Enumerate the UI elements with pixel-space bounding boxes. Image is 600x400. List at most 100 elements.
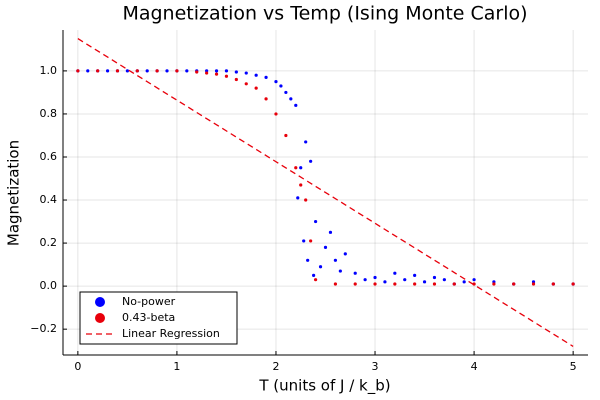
x-tick-label: 5 [570, 360, 577, 373]
chart-title: Magnetization vs Temp (Ising Monte Carlo… [122, 3, 527, 25]
data-point [254, 73, 258, 77]
data-point [234, 77, 238, 82]
data-point [323, 245, 328, 249]
data-point [185, 69, 189, 73]
data-point [284, 90, 288, 95]
data-point [551, 282, 555, 286]
data-point [393, 282, 397, 286]
y-tick-label: 1.0 [40, 64, 58, 77]
data-point [264, 75, 268, 79]
data-point [306, 258, 310, 262]
data-point [373, 275, 377, 280]
data-point [313, 278, 318, 282]
x-tick-label: 3 [372, 360, 379, 373]
data-point [274, 80, 278, 84]
legend-label: No-power [122, 295, 176, 308]
data-point [442, 278, 446, 282]
x-axis-label: T (units of J / k_b) [258, 377, 390, 396]
data-point [328, 230, 333, 234]
data-point [318, 265, 323, 269]
data-point [294, 103, 298, 107]
data-point [155, 69, 159, 73]
data-point [195, 70, 199, 74]
data-point [224, 74, 229, 78]
data-point [393, 271, 397, 275]
data-point [343, 252, 347, 256]
data-point [234, 70, 238, 74]
data-point [383, 280, 387, 284]
data-point [294, 166, 298, 170]
data-point [289, 97, 293, 101]
y-axis-label: Magnetization [5, 140, 23, 246]
y-tick-label: 0.8 [40, 107, 58, 120]
data-point [403, 278, 407, 282]
data-point [145, 69, 149, 73]
data-point [254, 86, 258, 90]
data-point [284, 133, 288, 138]
data-point [244, 71, 248, 75]
data-point [214, 69, 219, 73]
data-point [165, 69, 169, 73]
data-point [214, 72, 219, 76]
data-point [492, 282, 496, 286]
x-tick-label: 2 [272, 360, 279, 373]
data-point [264, 97, 268, 101]
data-point [135, 69, 139, 73]
data-point [224, 69, 229, 73]
data-point [205, 71, 209, 75]
data-point [432, 282, 437, 286]
data-point [422, 280, 427, 284]
data-point [309, 239, 313, 243]
data-point [296, 196, 300, 200]
data-point [76, 69, 80, 73]
y-tick-label: −0.2 [30, 322, 57, 335]
x-tick-label: 4 [471, 360, 478, 373]
data-point [432, 275, 437, 280]
data-point [413, 282, 417, 286]
legend-box [79, 291, 238, 345]
data-point [353, 282, 357, 286]
data-point [105, 69, 110, 73]
data-point [333, 258, 338, 262]
y-tick-label: 0.4 [40, 193, 58, 206]
y-tick-label: 0.6 [40, 150, 58, 163]
regression-line [77, 38, 574, 347]
data-point [462, 280, 466, 284]
data-point [512, 282, 516, 286]
data-point [299, 166, 303, 170]
data-point [279, 84, 283, 88]
y-tick-label: 0.2 [40, 236, 58, 249]
data-point [125, 69, 129, 73]
legend-label: 0.43-beta [122, 311, 175, 324]
data-point [472, 278, 476, 282]
data-point [304, 198, 308, 202]
data-point [244, 82, 248, 86]
data-point [274, 112, 278, 116]
data-point [333, 282, 338, 286]
data-point [304, 140, 308, 144]
data-point [96, 69, 100, 73]
legend-marker [95, 297, 105, 307]
y-tick-label: 0.0 [40, 279, 58, 292]
data-point [86, 69, 90, 73]
data-point [312, 273, 316, 277]
data-point [413, 273, 417, 277]
data-point [338, 269, 342, 273]
data-point [115, 69, 120, 73]
data-point [531, 282, 536, 286]
data-point [175, 69, 179, 73]
data-point [363, 278, 367, 282]
data-point [309, 159, 313, 163]
legend-label: Linear Regression [122, 327, 220, 340]
data-point [313, 219, 318, 224]
x-tick-label: 1 [173, 360, 180, 373]
data-point [452, 282, 456, 286]
data-point [299, 183, 303, 187]
legend-marker [95, 313, 105, 323]
data-point [302, 239, 306, 243]
data-point [353, 271, 357, 275]
data-point [373, 282, 377, 286]
data-point [571, 282, 575, 286]
x-tick-label: 0 [74, 360, 81, 373]
